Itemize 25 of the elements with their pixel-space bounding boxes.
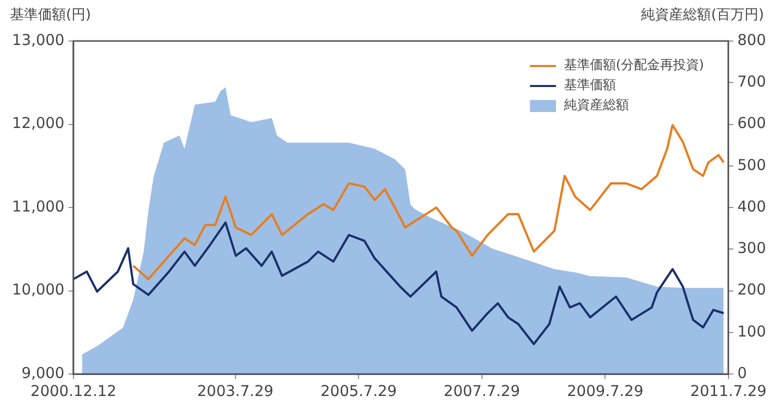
- y2-axis-title: 純資産総額(百万円): [641, 6, 764, 24]
- y-tick-label: 11,000: [12, 197, 64, 216]
- legend-label: 基準価額(分配金再投資): [564, 57, 704, 75]
- y-tick-label: 12,000: [12, 114, 64, 132]
- y2-tick-label: 100: [737, 322, 766, 340]
- y-tick-label: 13,000: [12, 30, 64, 49]
- x-tick-label: 2005.7.29: [320, 382, 397, 400]
- x-tick-label: 2003.7.29: [197, 382, 274, 400]
- x-tick-label: 2000.12.12: [30, 382, 116, 400]
- y2-tick-label: 500: [737, 156, 766, 174]
- y2-tick-label: 400: [737, 197, 766, 216]
- y-axis-title: 基準価額(円): [10, 6, 91, 24]
- x-tick-label: 2009.7.29: [567, 382, 644, 400]
- y2-tick-label: 600: [737, 114, 766, 132]
- x-tick-label: 2007.7.29: [444, 382, 520, 400]
- y2-tick-label: 700: [737, 72, 766, 91]
- x-tick-label: 2011.7.29: [690, 382, 767, 400]
- y2-tick-label: 200: [737, 280, 766, 299]
- y2-tick-label: 0: [737, 364, 747, 382]
- y2-tick-label: 300: [737, 239, 766, 258]
- legend-label: 基準価額: [564, 77, 616, 95]
- legend-label: 純資産総額: [564, 97, 629, 115]
- y2-tick-label: 800: [737, 30, 766, 49]
- y-tick-label: 10,000: [12, 280, 64, 299]
- y-tick-label: 9,000: [22, 364, 64, 382]
